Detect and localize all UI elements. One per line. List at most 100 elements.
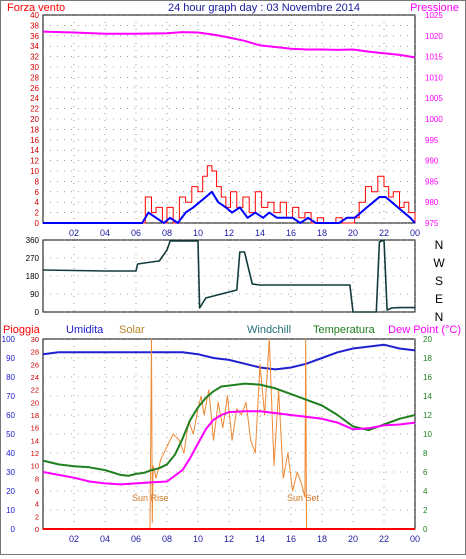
x-tick-label: 22 (379, 228, 389, 238)
dewpoint-line (42, 410, 416, 486)
pressure-label: Pressione (410, 2, 459, 14)
x-tick-label: 04 (100, 534, 110, 544)
pressure-y-tick: 1000 (425, 115, 443, 124)
rain-label: Pioggia (3, 324, 41, 336)
pressure-y-tick: 995 (425, 136, 439, 145)
x-tick-label: 14 (255, 534, 265, 544)
humidity-y-tick: 100 (2, 335, 16, 344)
wind-y-tick: 12 (30, 157, 39, 166)
x-tick-label: 00 (410, 534, 420, 544)
rain-y-tick: 6 (35, 487, 39, 496)
rain-y-tick: 24 (31, 373, 39, 382)
temperature-y-tick: 16 (423, 373, 432, 382)
solar-label: Solar (119, 324, 145, 336)
humidity-y-tick: 20 (6, 487, 15, 496)
x-tick-label: 06 (131, 228, 141, 238)
humidity-label: Umidita (66, 324, 104, 336)
rain-y-tick: 12 (31, 449, 39, 458)
x-tick-label: 00 (410, 228, 420, 238)
wind-y-tick: 32 (30, 53, 39, 62)
sunset-annotation: Sun Set (287, 493, 320, 503)
humidity-line (42, 343, 416, 371)
x-tick-label: 16 (286, 228, 296, 238)
pressure-y-tick: 1020 (425, 32, 443, 41)
humidity-y-tick: 80 (6, 373, 15, 382)
x-tick-label: 12 (224, 228, 234, 238)
wind-y-tick: 22 (30, 105, 39, 114)
x-tick-label: 08 (162, 228, 172, 238)
x-tick-label: 08 (162, 534, 172, 544)
temperature-y-tick: 20 (423, 335, 432, 344)
temperature-line (42, 382, 416, 477)
rain-y-tick: 0 (35, 525, 39, 534)
pressure-y-tick: 1015 (425, 53, 443, 62)
wind-y-tick: 6 (35, 188, 40, 197)
wind-panel-frame (42, 14, 416, 224)
compass-tick: N (435, 310, 444, 324)
rain-y-tick: 30 (31, 335, 39, 344)
wind-y-tick: 36 (30, 32, 39, 41)
wind-y-tick: 18 (30, 125, 39, 134)
wind-force-label: Forza vento (7, 2, 65, 14)
humidity-y-tick: 10 (6, 506, 15, 515)
pressure-y-tick: 1010 (425, 73, 443, 82)
x-tick-label: 16 (286, 534, 296, 544)
temperature-y-tick: 14 (423, 392, 432, 401)
x-tick-label: 20 (348, 228, 358, 238)
wind-y-tick: 2 (35, 209, 40, 218)
x-tick-label: 20 (348, 534, 358, 544)
sunrise-annotation: Sun Rise (132, 493, 169, 503)
humidity-y-tick: 50 (6, 430, 15, 439)
rain-y-tick: 2 (35, 512, 39, 521)
pressure-y-tick: 975 (425, 219, 439, 228)
compass-tick: W (433, 256, 445, 270)
direction-y-tick: 0 (35, 308, 40, 317)
pressure-y-tick: 990 (425, 157, 439, 166)
wind-force-line (43, 165, 416, 224)
rain-y-tick: 18 (31, 411, 39, 420)
compass-tick: S (435, 274, 443, 288)
humidity-y-tick: 0 (11, 525, 16, 534)
x-tick-label: 18 (317, 534, 327, 544)
wind-y-tick: 0 (35, 219, 40, 228)
wind-y-tick: 20 (30, 115, 39, 124)
wind-y-tick: 38 (30, 21, 39, 30)
wind-y-tick: 28 (30, 73, 39, 82)
wind-y-tick: 24 (30, 94, 39, 103)
compass-tick: N (435, 238, 444, 252)
temperature-y-tick: 12 (423, 411, 432, 420)
rain-y-tick: 20 (31, 398, 39, 407)
humidity-y-tick: 30 (6, 468, 15, 477)
direction-y-tick: 360 (26, 236, 40, 245)
rain-y-tick: 22 (31, 386, 39, 395)
compass-tick: E (435, 292, 443, 306)
grid-group (43, 14, 416, 530)
temperature-y-tick: 0 (423, 525, 428, 534)
rain-y-tick: 16 (31, 424, 39, 433)
pressure-y-tick: 985 (425, 177, 439, 186)
humidity-y-tick: 90 (6, 354, 15, 363)
wind-y-tick: 10 (30, 167, 39, 176)
wind-y-tick: 34 (30, 42, 39, 51)
temperature-y-tick: 10 (423, 430, 432, 439)
wind-y-tick: 40 (30, 11, 39, 20)
x-tick-label: 14 (255, 228, 265, 238)
pressure-y-tick: 1005 (425, 94, 443, 103)
pressure-y-tick: 980 (425, 198, 439, 207)
wind-y-tick: 14 (30, 146, 39, 155)
wind-y-tick: 26 (30, 84, 39, 93)
windchill-label: Windchill (247, 324, 291, 336)
series-group (42, 30, 416, 530)
solar-line (43, 338, 415, 530)
direction-y-tick: 180 (26, 272, 40, 281)
dewpoint-label: Dew Point (°C) (388, 324, 461, 336)
pressure-line (42, 30, 416, 59)
direction-y-tick: 270 (26, 254, 40, 263)
wind-y-tick: 8 (35, 177, 40, 186)
humidity-y-tick: 60 (6, 411, 15, 420)
x-tick-label: 10 (193, 228, 203, 238)
wind-avg-line (43, 190, 416, 224)
temperature-y-tick: 2 (423, 506, 428, 515)
